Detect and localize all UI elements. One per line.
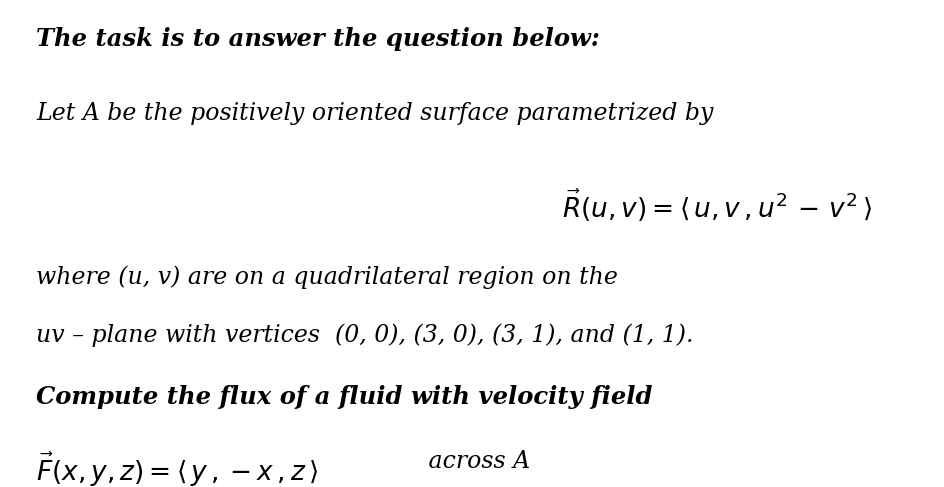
Text: uv – plane with vertices  (0, 0), (3, 0), (3, 1), and (1, 1).: uv – plane with vertices (0, 0), (3, 0),… <box>36 324 693 347</box>
Text: $\vec{F}(x, y, z) = \langle\, y\, , -x\, , z\, \rangle$: $\vec{F}(x, y, z) = \langle\, y\, , -x\,… <box>36 450 317 487</box>
Text: Compute the flux of a fluid with velocity field: Compute the flux of a fluid with velocit… <box>36 385 651 409</box>
Text: where (u, v) are on a quadrilateral region on the: where (u, v) are on a quadrilateral regi… <box>36 265 617 289</box>
Text: The task is to answer the question below:: The task is to answer the question below… <box>36 27 599 51</box>
Text: across A: across A <box>420 450 529 473</box>
Text: Let A be the positively oriented surface parametrized by: Let A be the positively oriented surface… <box>36 102 713 125</box>
Text: $\vec{R}(u,v) = \langle\, u, v\, ,u^2 \,-\, v^2\, \rangle$: $\vec{R}(u,v) = \langle\, u, v\, ,u^2 \,… <box>562 187 871 224</box>
